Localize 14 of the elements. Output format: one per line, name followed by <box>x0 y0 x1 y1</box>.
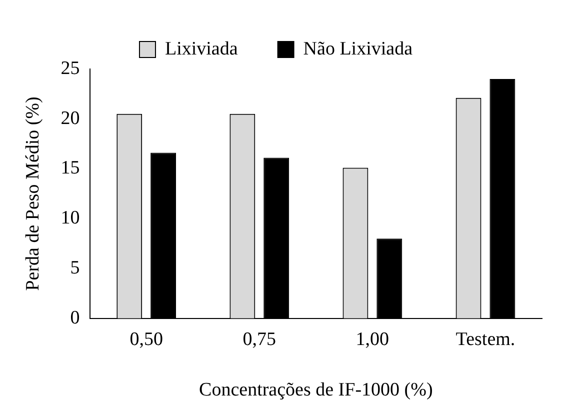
x-tick-label: 0,75 <box>242 328 276 350</box>
x-tick-label: Testem. <box>456 328 516 350</box>
y-tick-label: 15 <box>60 158 80 179</box>
y-tick-label: 20 <box>60 108 80 129</box>
y-tick-label: 5 <box>70 258 80 279</box>
x-tick-label: 1,00 <box>356 328 390 350</box>
legend-label: Lixiviada <box>164 38 238 60</box>
x-axis-title: Concentrações de IF-1000 (%) <box>199 380 433 401</box>
y-tick-label: 10 <box>60 208 80 229</box>
y-axis-title: Perda de Peso Médio (%) <box>22 96 44 291</box>
y-tick-label: 25 <box>60 58 80 79</box>
legend-label: Não Lixiviada <box>303 38 414 60</box>
y-tick-label: 0 <box>70 307 80 328</box>
x-tick-label: 0,50 <box>130 328 163 350</box>
